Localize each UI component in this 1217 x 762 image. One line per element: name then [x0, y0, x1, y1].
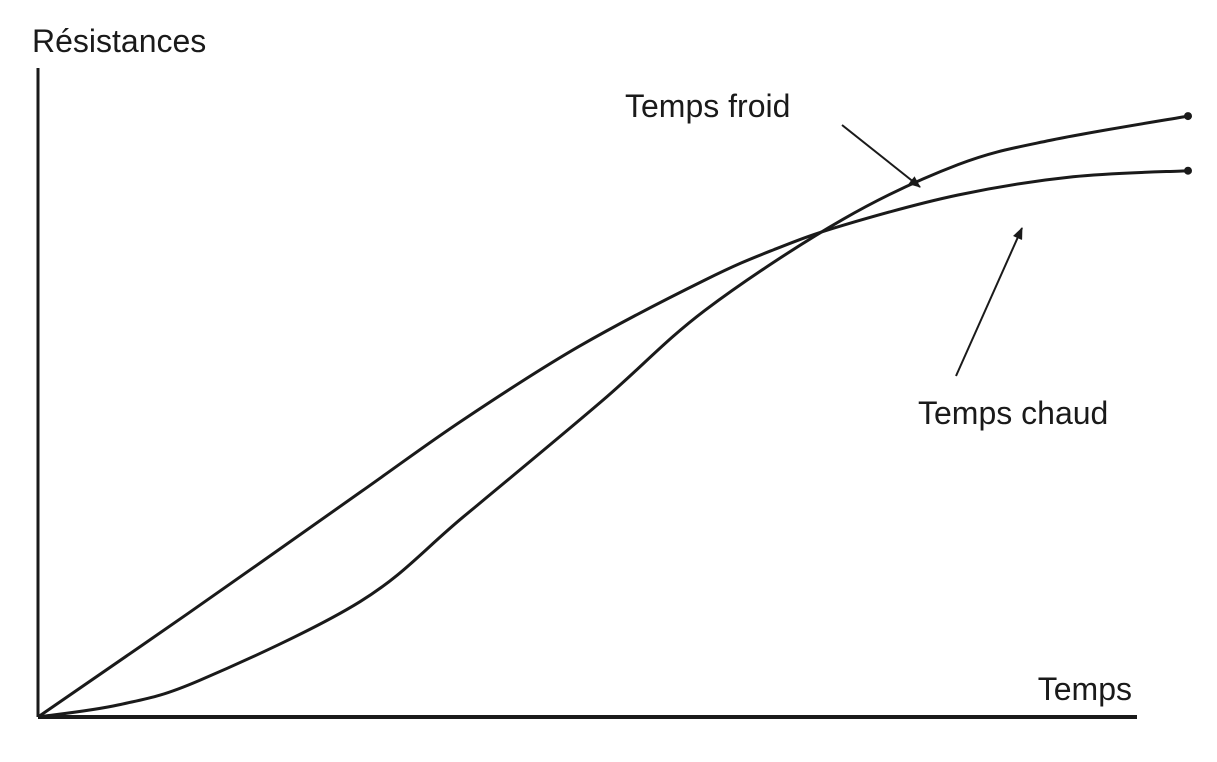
series-end-point-temps-froid [1184, 112, 1192, 121]
x-axis-label: Temps [1038, 671, 1132, 707]
series-end-point-temps-chaud [1184, 166, 1192, 175]
y-axis-label: Résistances [32, 23, 206, 59]
series-line-temps-froid [37, 114, 1189, 719]
annotation-arrow-temps-chaud [955, 227, 1023, 377]
annotation-temps-chaud: Temps chaud [918, 395, 1108, 431]
series-line-temps-chaud [37, 169, 1189, 719]
annotation-temps-froid: Temps froid [625, 88, 790, 124]
annotation-arrow-temps-froid [841, 124, 921, 188]
